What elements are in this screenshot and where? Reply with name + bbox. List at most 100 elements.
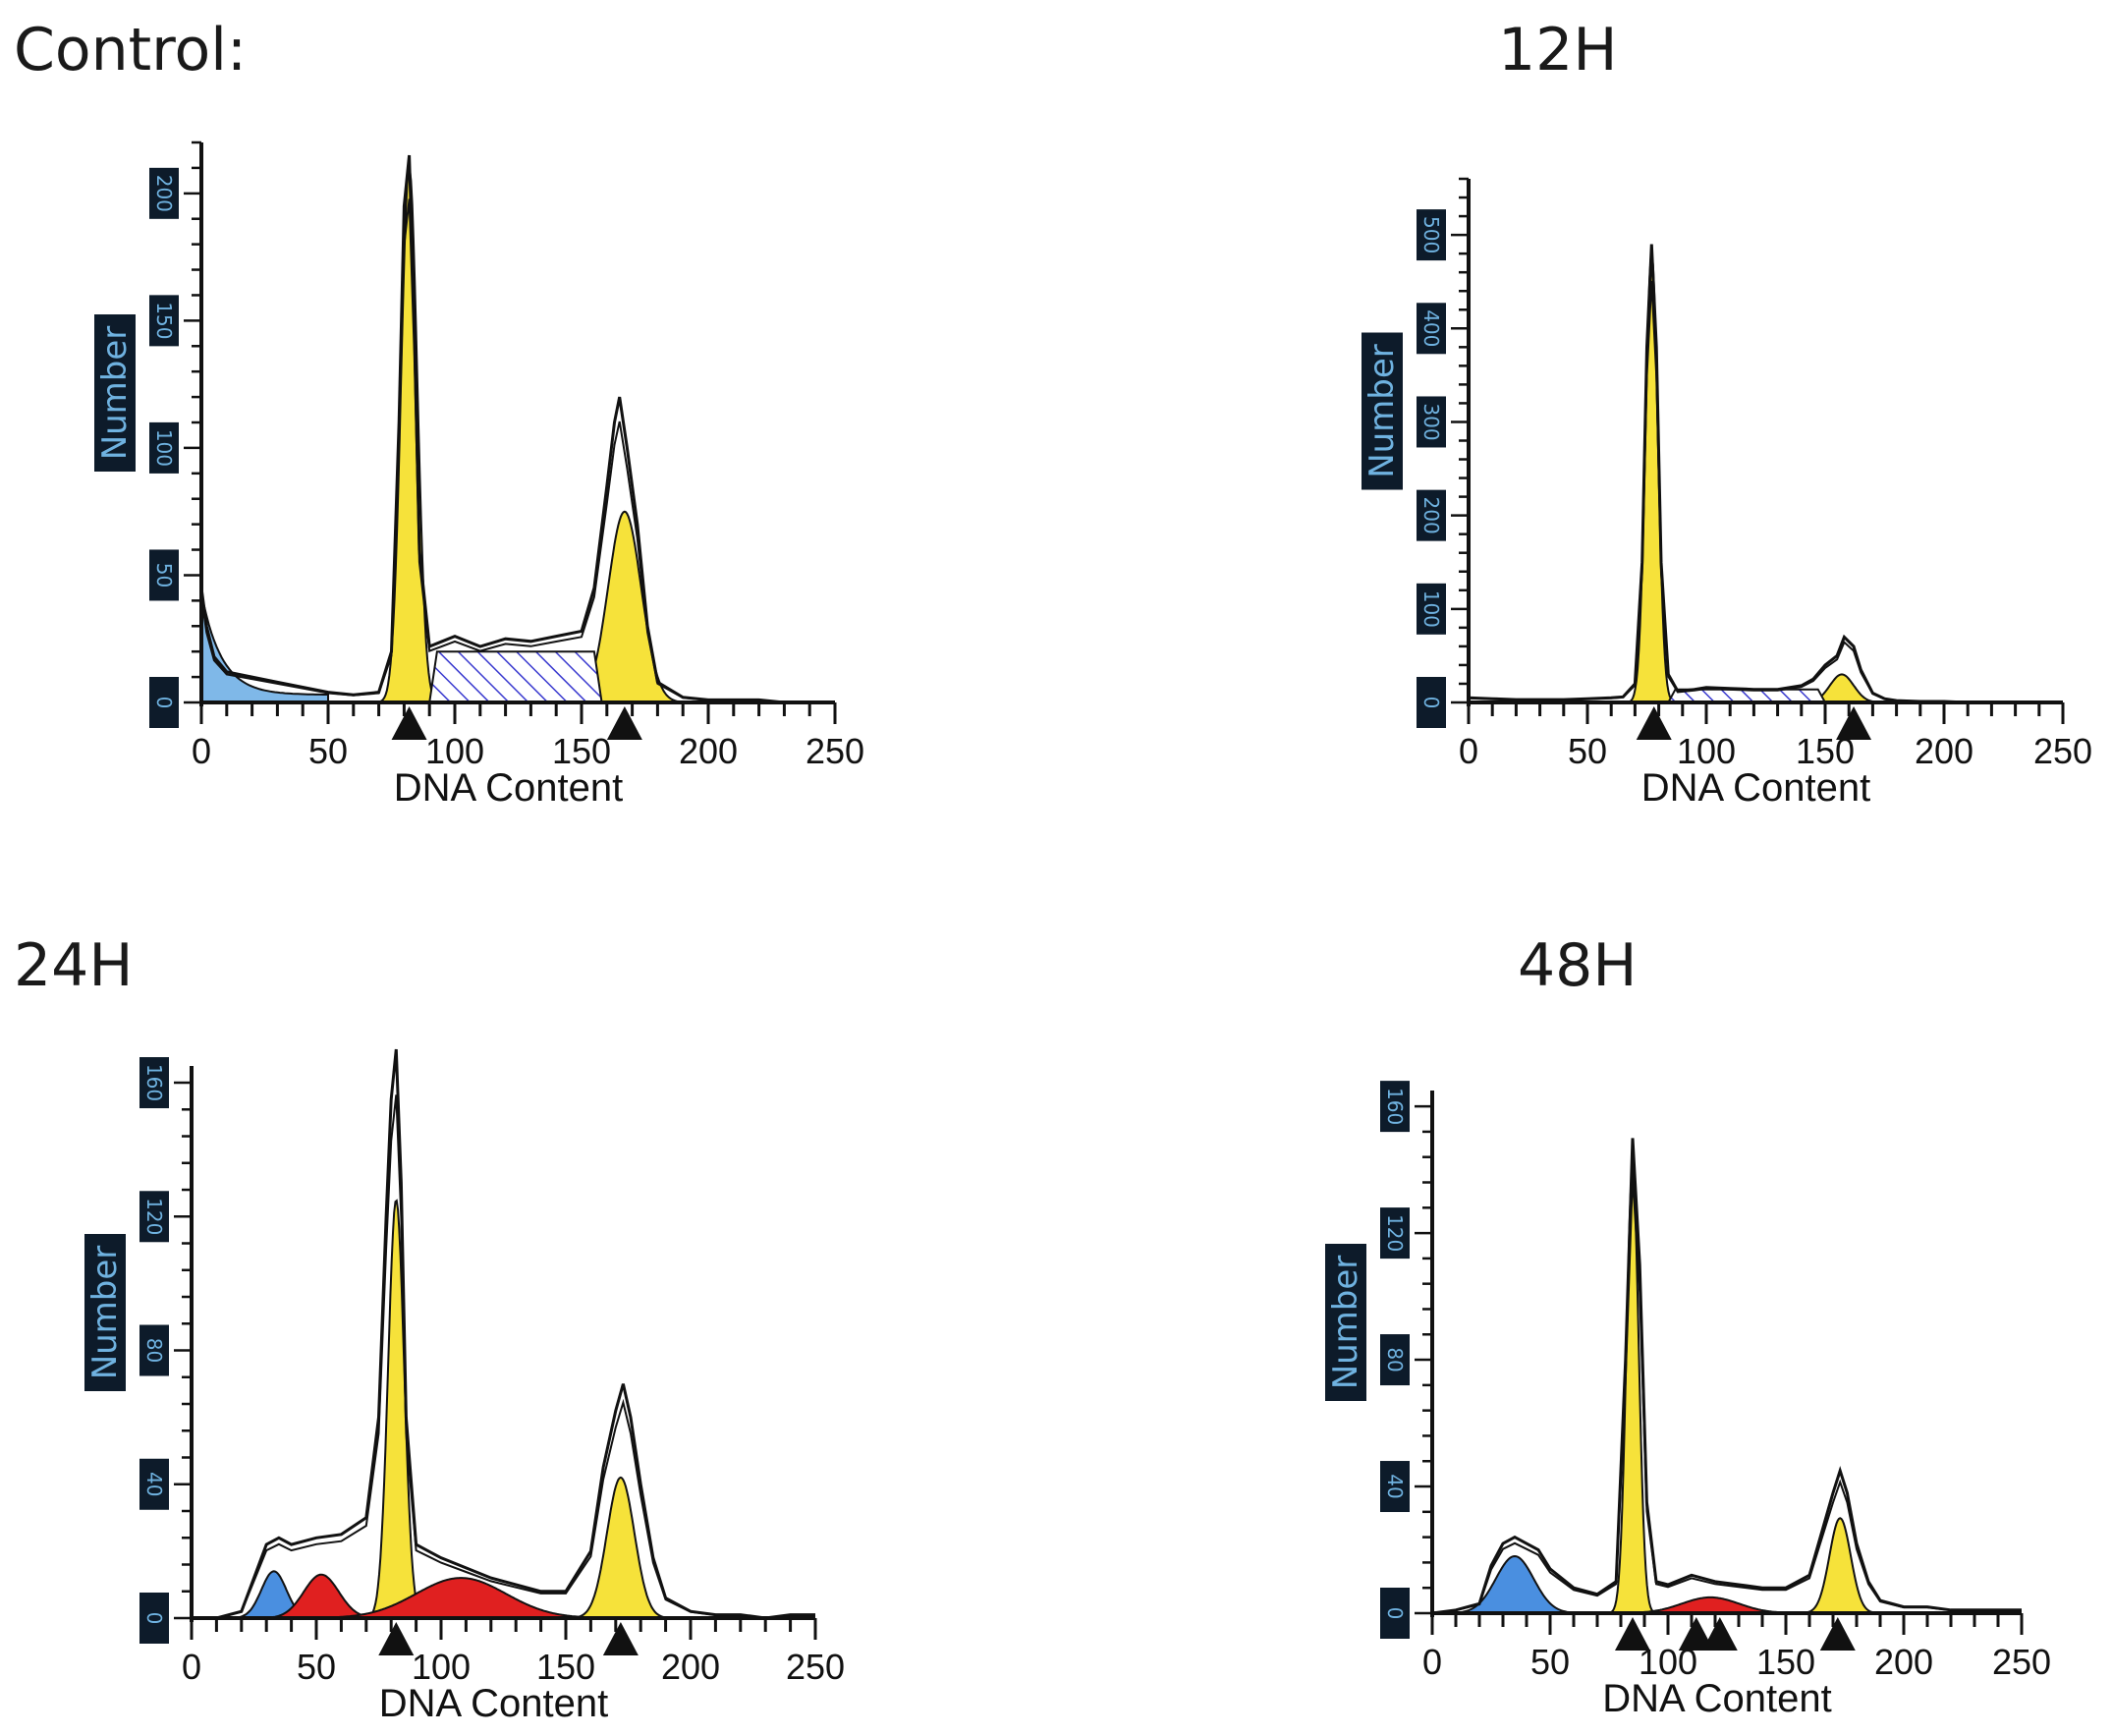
y-tick-label-box [1380, 1588, 1410, 1639]
y-tick-label-box [149, 167, 179, 219]
y-tick-label: 0 [152, 697, 176, 709]
x-tick-label: 150 [1756, 1642, 1815, 1682]
fill-g1 [362, 1199, 429, 1619]
peak-marker [1819, 1617, 1856, 1651]
x-axis-label: DNA Content [379, 1682, 608, 1725]
x-tick-label: 0 [1459, 731, 1478, 771]
y-axis-label: Number [1362, 344, 1402, 478]
x-tick-label: 250 [786, 1647, 845, 1687]
y-tick-label: 80 [142, 1338, 166, 1363]
x-tick-label: 100 [412, 1647, 471, 1687]
x-tick-label: 150 [536, 1647, 595, 1687]
x-axis-label: DNA Content [1602, 1677, 1831, 1720]
y-axis-label-box [84, 1234, 126, 1391]
panel-title-24h: 24H [14, 931, 134, 1000]
y-tick-label-box [1417, 677, 1446, 728]
x-tick-label: 250 [806, 731, 864, 771]
y-axis-label-box [1325, 1244, 1366, 1401]
x-tick-label: 200 [679, 731, 738, 771]
y-tick-label-box [1417, 396, 1446, 448]
y-tick-label: 160 [1383, 1088, 1407, 1125]
y-tick-label-box [149, 549, 179, 601]
y-tick-label: 80 [1383, 1347, 1407, 1372]
x-tick-label: 200 [661, 1647, 720, 1687]
x-tick-label: 50 [297, 1647, 336, 1687]
peak-marker [1678, 1617, 1714, 1651]
chart-panel-0: 0 50 100 150 200 250 DNA Content 0 50 100 150 200 Nu… [94, 140, 864, 810]
fill-s [428, 650, 603, 703]
x-tick-label: 50 [1568, 731, 1607, 771]
histogram-line [1468, 244, 2063, 704]
y-tick-label-box [1417, 583, 1446, 635]
y-tick-label-box [149, 295, 179, 347]
x-tick-label: 200 [1915, 731, 1973, 771]
y-tick-label-box [1380, 1081, 1410, 1133]
y-tick-label-box [139, 1057, 169, 1109]
histogram-line-fit [192, 1094, 815, 1620]
y-tick-label: 40 [142, 1472, 166, 1496]
x-tick-label: 0 [192, 731, 211, 771]
histogram-line-fit [1468, 280, 2063, 703]
panel-title-control: Control: [14, 16, 248, 84]
fill-g1 [1626, 253, 1677, 703]
y-tick-label-box [139, 1324, 169, 1376]
y-tick-label-box [1417, 489, 1446, 541]
peak-marker [391, 706, 427, 740]
y-tick-label: 0 [1383, 1607, 1407, 1620]
x-tick-label: 100 [425, 731, 484, 771]
y-tick-label-box [1417, 209, 1446, 261]
y-tick-label-box [139, 1458, 169, 1510]
peak-marker [606, 706, 642, 740]
y-tick-label: 200 [152, 175, 176, 212]
peak-marker [1636, 706, 1672, 740]
y-tick-label: 160 [142, 1064, 166, 1101]
y-tick-label: 150 [152, 302, 176, 339]
peak-marker [1836, 706, 1872, 740]
y-tick-label: 120 [1383, 1214, 1407, 1252]
y-axis-label-box [94, 314, 136, 472]
y-tick-label: 200 [1419, 497, 1443, 534]
histogram-line-fit [1431, 1176, 2022, 1614]
panel-title-12h: 12H [1498, 16, 1618, 84]
histogram-line-fit [200, 198, 835, 703]
fill-g1 [375, 166, 443, 703]
y-tick-label: 120 [142, 1198, 166, 1235]
y-tick-label: 500 [1419, 216, 1443, 253]
x-tick-label: 50 [308, 731, 348, 771]
y-tick-label: 100 [1419, 590, 1443, 628]
y-tick-label: 400 [1419, 309, 1443, 347]
x-tick-label: 250 [1992, 1642, 2051, 1682]
x-tick-label: 0 [182, 1647, 201, 1687]
y-tick-label-box [139, 1593, 169, 1644]
y-tick-label: 0 [142, 1612, 166, 1625]
y-tick-label-box [149, 677, 179, 728]
y-axis-label: Number [1326, 1256, 1365, 1390]
x-tick-label: 250 [2033, 731, 2092, 771]
y-tick-label-box [1380, 1334, 1410, 1386]
x-tick-label: 50 [1530, 1642, 1570, 1682]
histogram-line [199, 154, 835, 704]
y-tick-label-box [1417, 303, 1446, 355]
y-tick-label: 40 [1383, 1474, 1407, 1498]
y-tick-label-box [1380, 1207, 1410, 1260]
panel-title-48h: 48H [1518, 931, 1638, 1000]
peak-marker [1615, 1617, 1650, 1651]
histogram-line [1431, 1138, 2022, 1615]
y-tick-label-box [149, 421, 179, 474]
y-tick-label: 50 [152, 563, 176, 588]
x-axis-label: DNA Content [394, 766, 623, 810]
fill-g2 [565, 1476, 676, 1619]
x-tick-label: 0 [1422, 1642, 1442, 1682]
x-tick-label: 200 [1874, 1642, 1933, 1682]
y-axis-label: Number [95, 326, 135, 461]
y-tick-label-box [139, 1191, 169, 1243]
x-tick-label: 150 [552, 731, 611, 771]
peak-marker [1701, 1617, 1738, 1651]
y-axis-label-box [1362, 332, 1403, 490]
y-tick-label: 300 [1419, 403, 1443, 440]
y-axis-label: Number [85, 1246, 125, 1380]
fill-g2 [1797, 1517, 1883, 1614]
